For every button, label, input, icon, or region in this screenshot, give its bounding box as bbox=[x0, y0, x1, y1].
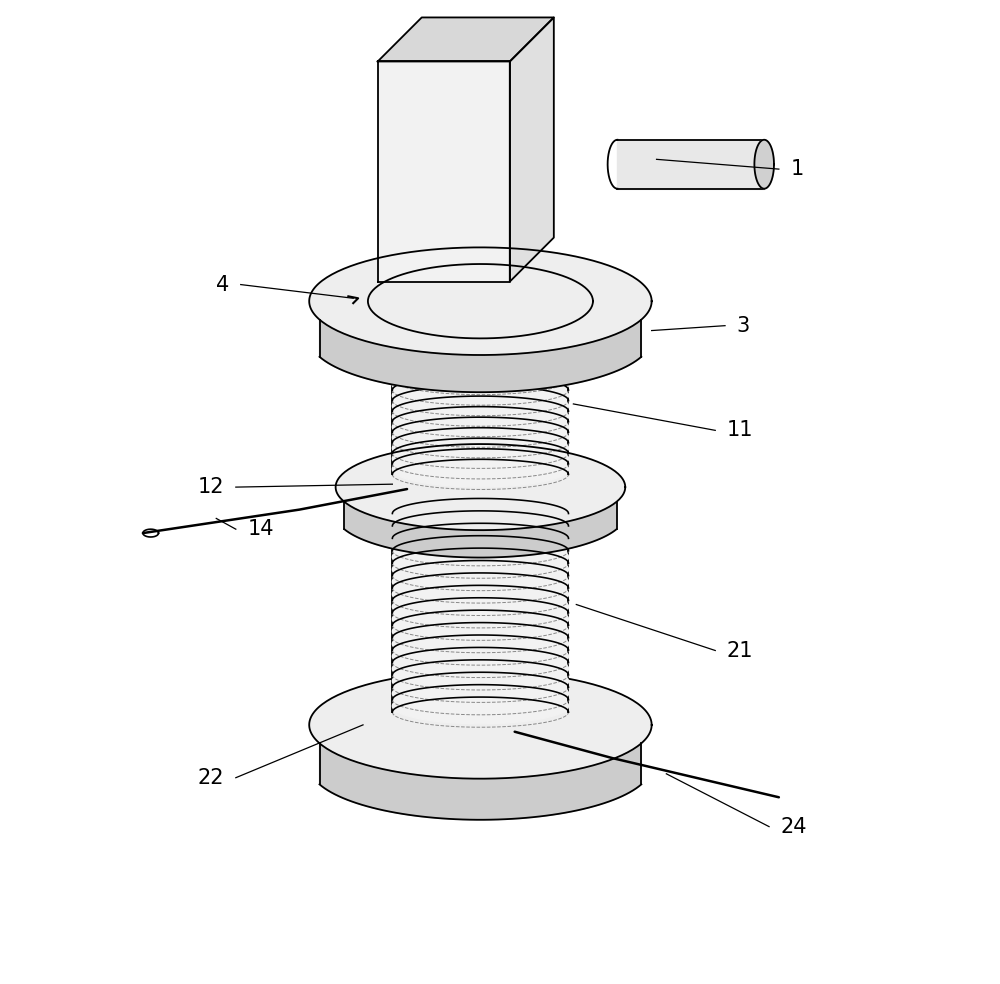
Polygon shape bbox=[392, 588, 568, 625]
Text: 11: 11 bbox=[727, 420, 753, 441]
Polygon shape bbox=[392, 356, 568, 392]
Polygon shape bbox=[392, 526, 568, 563]
Polygon shape bbox=[392, 325, 568, 360]
Polygon shape bbox=[392, 502, 568, 537]
Text: 4: 4 bbox=[216, 275, 229, 294]
Polygon shape bbox=[392, 676, 568, 711]
Polygon shape bbox=[392, 388, 568, 424]
Polygon shape bbox=[392, 639, 568, 674]
Polygon shape bbox=[392, 577, 568, 612]
Polygon shape bbox=[392, 367, 568, 402]
Polygon shape bbox=[392, 552, 568, 587]
Text: 12: 12 bbox=[198, 477, 224, 497]
Polygon shape bbox=[336, 444, 625, 530]
Polygon shape bbox=[392, 420, 568, 456]
Polygon shape bbox=[309, 247, 652, 355]
Polygon shape bbox=[754, 140, 774, 189]
Polygon shape bbox=[378, 61, 510, 281]
Text: 3: 3 bbox=[737, 316, 750, 336]
Text: 1: 1 bbox=[791, 159, 804, 179]
Polygon shape bbox=[392, 564, 568, 599]
Polygon shape bbox=[344, 502, 617, 558]
Polygon shape bbox=[392, 539, 568, 575]
Polygon shape bbox=[320, 743, 641, 820]
Polygon shape bbox=[378, 18, 554, 61]
Polygon shape bbox=[309, 671, 652, 778]
Polygon shape bbox=[392, 688, 568, 724]
Polygon shape bbox=[392, 336, 568, 371]
Polygon shape bbox=[392, 601, 568, 637]
Polygon shape bbox=[320, 320, 641, 393]
Text: 21: 21 bbox=[727, 641, 753, 660]
Polygon shape bbox=[392, 514, 568, 712]
Polygon shape bbox=[392, 430, 568, 465]
Polygon shape bbox=[392, 614, 568, 649]
Polygon shape bbox=[392, 399, 568, 434]
Polygon shape bbox=[392, 452, 568, 487]
Polygon shape bbox=[368, 264, 593, 338]
Polygon shape bbox=[392, 441, 568, 476]
Text: 22: 22 bbox=[198, 768, 224, 788]
Polygon shape bbox=[392, 378, 568, 413]
Text: 14: 14 bbox=[248, 520, 274, 539]
Polygon shape bbox=[392, 650, 568, 687]
Polygon shape bbox=[392, 409, 568, 445]
Text: 24: 24 bbox=[781, 817, 807, 836]
Polygon shape bbox=[392, 515, 568, 550]
Polygon shape bbox=[617, 140, 764, 189]
Polygon shape bbox=[510, 18, 554, 281]
Polygon shape bbox=[392, 626, 568, 661]
Polygon shape bbox=[392, 663, 568, 699]
Polygon shape bbox=[392, 338, 568, 474]
Polygon shape bbox=[392, 346, 568, 382]
